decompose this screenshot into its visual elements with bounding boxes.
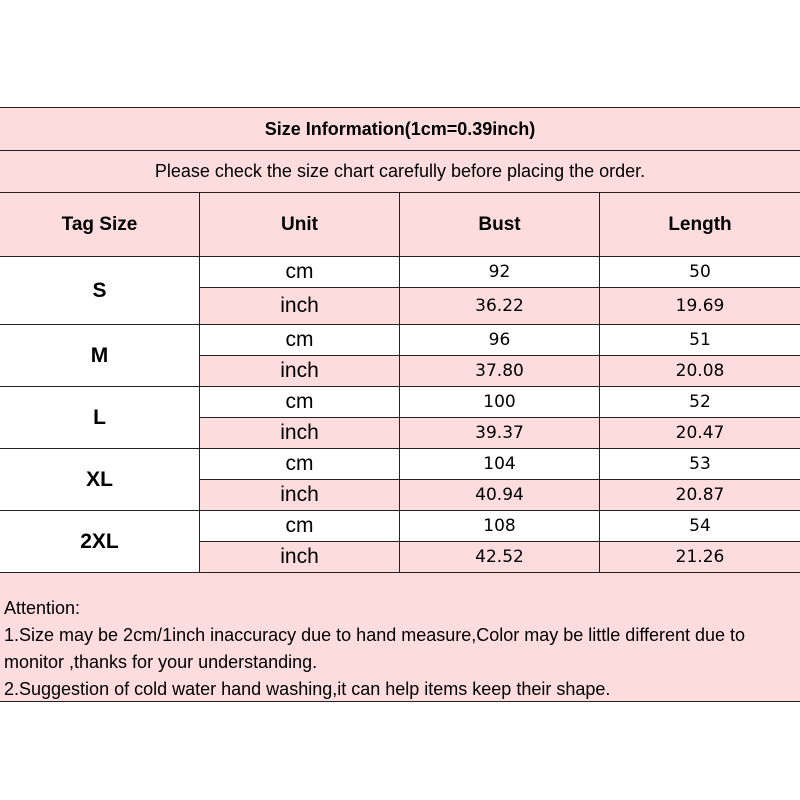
size-group: M cm 96 51 inch 37.80 20.08	[0, 325, 800, 387]
tag-size: L	[0, 387, 200, 448]
size-group: 2XL cm 108 54 inch 42.52 21.26	[0, 511, 800, 573]
bust-cell: 104	[400, 449, 600, 479]
length-cell: 20.87	[675, 485, 725, 505]
bust-cell: 40.94	[400, 480, 600, 510]
table-row: cm 104 53	[200, 449, 800, 480]
table-row: inch 37.80 20.08	[200, 356, 800, 386]
table-row: cm 92 50	[200, 257, 800, 288]
tag-size: XL	[0, 449, 200, 510]
unit-cell: inch	[200, 418, 400, 448]
tag-size: S	[0, 257, 200, 324]
chart-subtitle: Please check the size chart carefully be…	[0, 151, 800, 193]
bust-cell: 100	[400, 387, 600, 417]
length-cell: 54	[689, 516, 711, 536]
length-cell: 21.26	[675, 547, 725, 567]
unit-cell: cm	[200, 325, 400, 355]
unit-cell: cm	[200, 387, 400, 417]
length-cell: 51	[689, 330, 711, 350]
header-unit: Unit	[200, 193, 400, 256]
table-row: inch 39.37 20.47	[200, 418, 800, 448]
attention-item-1: 1.Size may be 2cm/1inch inaccuracy due t…	[4, 625, 746, 672]
table-row: inch 40.94 20.87	[200, 480, 800, 510]
bust-cell: 39.37	[400, 418, 600, 448]
attention-note: Attention: 1.Size may be 2cm/1inch inacc…	[0, 573, 800, 702]
header-bust: Bust	[400, 193, 600, 256]
tag-size: 2XL	[0, 511, 200, 572]
header-length: Length	[668, 213, 732, 235]
attention-heading: Attention:	[4, 598, 81, 618]
unit-cell: inch	[200, 288, 400, 324]
length-cell: 50	[689, 262, 711, 282]
unit-cell: cm	[200, 511, 400, 541]
size-group: L cm 100 52 inch 39.37 20.47	[0, 387, 800, 449]
bust-cell: 42.52	[400, 542, 600, 572]
bust-cell: 36.22	[400, 288, 600, 324]
chart-title: Size Information(1cm=0.39inch)	[0, 108, 800, 151]
bust-cell: 108	[400, 511, 600, 541]
length-cell: 20.08	[675, 361, 725, 381]
table-row: inch 36.22 19.69	[200, 288, 800, 324]
length-cell: 20.47	[675, 423, 725, 443]
bust-cell: 37.80	[400, 356, 600, 386]
size-group: S cm 92 50 inch 36.22 19.69	[0, 257, 800, 325]
length-cell: 53	[689, 454, 711, 474]
table-row: cm 108 54	[200, 511, 800, 542]
bust-cell: 96	[400, 325, 600, 355]
tag-size: M	[0, 325, 200, 386]
table-row: cm 100 52	[200, 387, 800, 418]
length-cell: 19.69	[675, 296, 725, 316]
unit-cell: cm	[200, 449, 400, 479]
header-tag-size: Tag Size	[0, 193, 200, 256]
unit-cell: cm	[200, 257, 400, 287]
size-group: XL cm 104 53 inch 40.94 20.87	[0, 449, 800, 511]
bust-cell: 92	[400, 257, 600, 287]
table-row: inch 42.52 21.26	[200, 542, 800, 572]
size-chart: Size Information(1cm=0.39inch) Please ch…	[0, 107, 800, 702]
header-row: Tag Size Unit Bust Length	[0, 193, 800, 257]
unit-cell: inch	[200, 542, 400, 572]
attention-item-2: 2.Suggestion of cold water hand washing,…	[4, 679, 611, 699]
table-row: cm 96 51	[200, 325, 800, 356]
unit-cell: inch	[200, 480, 400, 510]
length-cell: 52	[689, 392, 711, 412]
unit-cell: inch	[200, 356, 400, 386]
